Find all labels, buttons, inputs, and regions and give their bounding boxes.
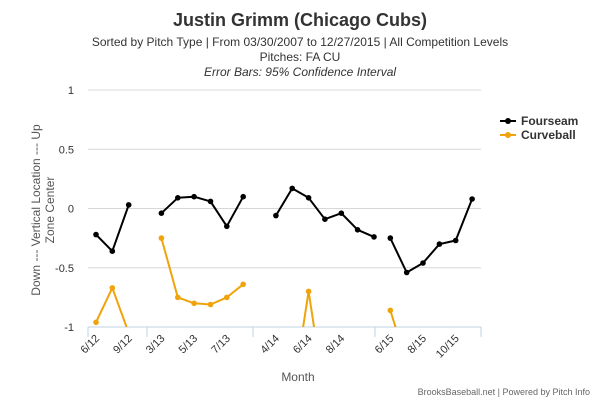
fourseam-line-segment — [160, 195, 245, 228]
curveball-point — [224, 294, 230, 301]
fourseam-point — [125, 202, 132, 208]
fourseam-point — [175, 195, 181, 201]
series-fourseam — [93, 185, 475, 276]
x-tick-label: 8/15 — [405, 333, 429, 357]
fourseam-point — [452, 237, 459, 244]
fourseam-point — [289, 185, 296, 192]
legend-marker-fourseam — [505, 118, 511, 124]
x-tick-label: 8/14 — [324, 333, 348, 357]
fourseam-point — [305, 195, 312, 201]
curveball-point — [240, 281, 246, 288]
x-tick-label: 9/12 — [111, 333, 135, 357]
chart-subtitle: Sorted by Pitch Type | From 03/30/2007 t… — [92, 35, 508, 49]
fourseam-point — [224, 223, 230, 230]
fourseam-point — [93, 231, 99, 238]
curveball-point — [93, 319, 99, 326]
x-tick-label: 5/13 — [177, 333, 201, 357]
credit-text: BrooksBaseball.net | Powered by Pitch In… — [418, 387, 590, 397]
x-tick-label: 7/13 — [209, 333, 233, 357]
curveball-line-segment — [389, 310, 397, 327]
x-tick-label: 6/12 — [78, 333, 102, 357]
plot-area — [93, 185, 475, 327]
chart-title: Justin Grimm (Chicago Cubs) — [173, 10, 427, 30]
chart-pitches-line: Pitches: FA CU — [260, 50, 341, 64]
curveball-point — [207, 301, 214, 308]
x-tick-label: 10/15 — [434, 333, 462, 361]
fourseam-point — [158, 210, 165, 216]
fourseam-point — [109, 248, 116, 254]
fourseam-line-segment — [389, 198, 474, 274]
curveball-line-segment — [160, 237, 244, 306]
fourseam-point — [191, 193, 197, 200]
y-tick-labels: 1 0.5 0 -0.5 -1 — [55, 85, 74, 334]
curveball-point — [109, 285, 116, 291]
legend-label-curveball: Curveball — [521, 128, 576, 142]
legend-label-fourseam: Fourseam — [521, 114, 578, 128]
x-tick-label: 6/14 — [291, 333, 315, 357]
y-tick-label: 0 — [68, 204, 74, 216]
curveball-point — [158, 235, 165, 241]
fourseam-point — [371, 234, 377, 240]
fourseam-point — [469, 196, 475, 202]
fourseam-point — [338, 210, 345, 216]
y-tick-label: 1 — [68, 85, 74, 97]
fourseam-point — [322, 216, 328, 222]
fourseam-point — [436, 241, 443, 247]
y-tick-label: 0.5 — [59, 144, 74, 156]
fourseam-point — [387, 235, 394, 241]
curveball-point — [387, 307, 394, 314]
grid-lines — [88, 89, 481, 328]
curveball-line-segment — [95, 286, 128, 327]
fourseam-point — [403, 269, 410, 276]
x-category-ticks — [87, 327, 482, 337]
y-axis-title-line1: Down --- Vertical Location --- Up — [29, 124, 43, 296]
curveball-point — [305, 288, 312, 295]
y-tick-label: -1 — [64, 322, 74, 334]
x-tick-label: 6/15 — [373, 333, 397, 357]
fourseam-point — [240, 193, 246, 200]
x-tick-labels: 6/12 9/12 3/13 5/13 7/13 4/14 6/14 8/14 6/15 8/15… — [78, 333, 461, 361]
fourseam-point — [273, 212, 279, 219]
fourseam-line-segment — [95, 204, 130, 253]
curveball-point — [175, 294, 181, 301]
fourseam-point — [207, 198, 214, 205]
legend-marker-curveball — [505, 132, 511, 138]
x-axis-title: Month — [281, 370, 314, 384]
fourseam-point — [420, 260, 426, 266]
curveball-point — [191, 300, 197, 307]
series-curveball — [93, 235, 397, 327]
y-tick-label: -0.5 — [55, 263, 74, 275]
y-axis-title-line2: Zone Center — [43, 177, 57, 244]
x-tick-label: 4/14 — [258, 333, 282, 357]
chart-error-bars-note: Error Bars: 95% Confidence Interval — [204, 65, 396, 79]
fourseam-point — [354, 227, 361, 233]
